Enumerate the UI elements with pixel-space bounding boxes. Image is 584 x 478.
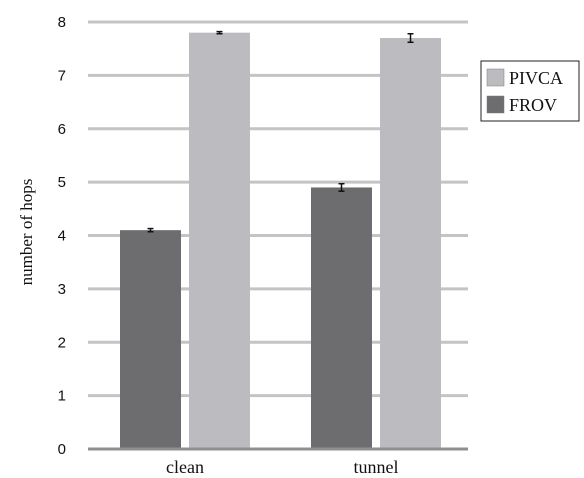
legend-swatch-frov bbox=[486, 95, 505, 114]
y-tick-label: 5 bbox=[58, 174, 66, 191]
y-tick-label: 7 bbox=[58, 67, 66, 84]
bars bbox=[120, 32, 441, 450]
bar-pivca-tunnel bbox=[380, 38, 441, 449]
y-tick-label: 3 bbox=[58, 281, 66, 298]
legend-label-frov: FROV bbox=[509, 95, 557, 115]
y-tick-label: 0 bbox=[58, 441, 66, 458]
bar-frov-tunnel bbox=[311, 187, 372, 449]
y-tick-label: 1 bbox=[58, 388, 66, 405]
legend: PIVCA FROV bbox=[480, 60, 580, 122]
error-bars bbox=[147, 30, 414, 233]
y-tick-label: 2 bbox=[58, 334, 66, 351]
x-category-label: tunnel bbox=[354, 457, 399, 477]
x-axis-labels: clean tunnel bbox=[166, 457, 398, 477]
y-tick-label: 6 bbox=[58, 121, 66, 138]
y-axis-ticks: 0 1 2 3 4 5 6 7 8 bbox=[58, 14, 66, 458]
bar-frov-clean bbox=[120, 230, 181, 449]
bar-pivca-clean bbox=[189, 32, 250, 450]
x-category-label: clean bbox=[166, 457, 204, 477]
legend-label-pivca: PIVCA bbox=[509, 68, 563, 88]
y-axis-title: number of hops bbox=[17, 179, 36, 286]
y-tick-label: 8 bbox=[58, 14, 66, 31]
y-tick-label: 4 bbox=[58, 228, 66, 245]
legend-swatch-pivca bbox=[486, 68, 505, 87]
